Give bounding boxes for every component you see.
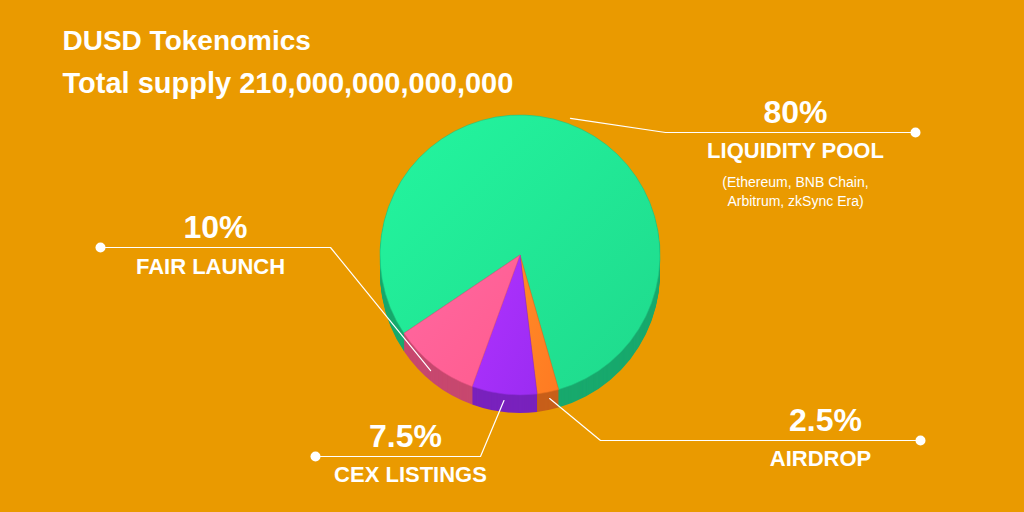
svg-text:7.5%: 7.5% bbox=[369, 418, 442, 454]
svg-text:80%: 80% bbox=[763, 94, 827, 130]
svg-text:10%: 10% bbox=[183, 209, 247, 245]
svg-text:LIQUIDITY POOL: LIQUIDITY POOL bbox=[707, 138, 884, 163]
svg-text:(Ethereum, BNB Chain,Arbitrum,: (Ethereum, BNB Chain,Arbitrum, zkSync Er… bbox=[722, 174, 868, 208]
svg-text:2.5%: 2.5% bbox=[789, 402, 862, 438]
svg-text:AIRDROP: AIRDROP bbox=[770, 446, 871, 471]
svg-text:FAIR LAUNCH: FAIR LAUNCH bbox=[136, 254, 285, 279]
svg-text:Total supply 210,000,000,000,0: Total supply 210,000,000,000,000 bbox=[63, 67, 514, 99]
svg-text:CEX LISTINGS: CEX LISTINGS bbox=[334, 462, 487, 487]
svg-text:DUSD Tokenomics: DUSD Tokenomics bbox=[63, 25, 311, 56]
